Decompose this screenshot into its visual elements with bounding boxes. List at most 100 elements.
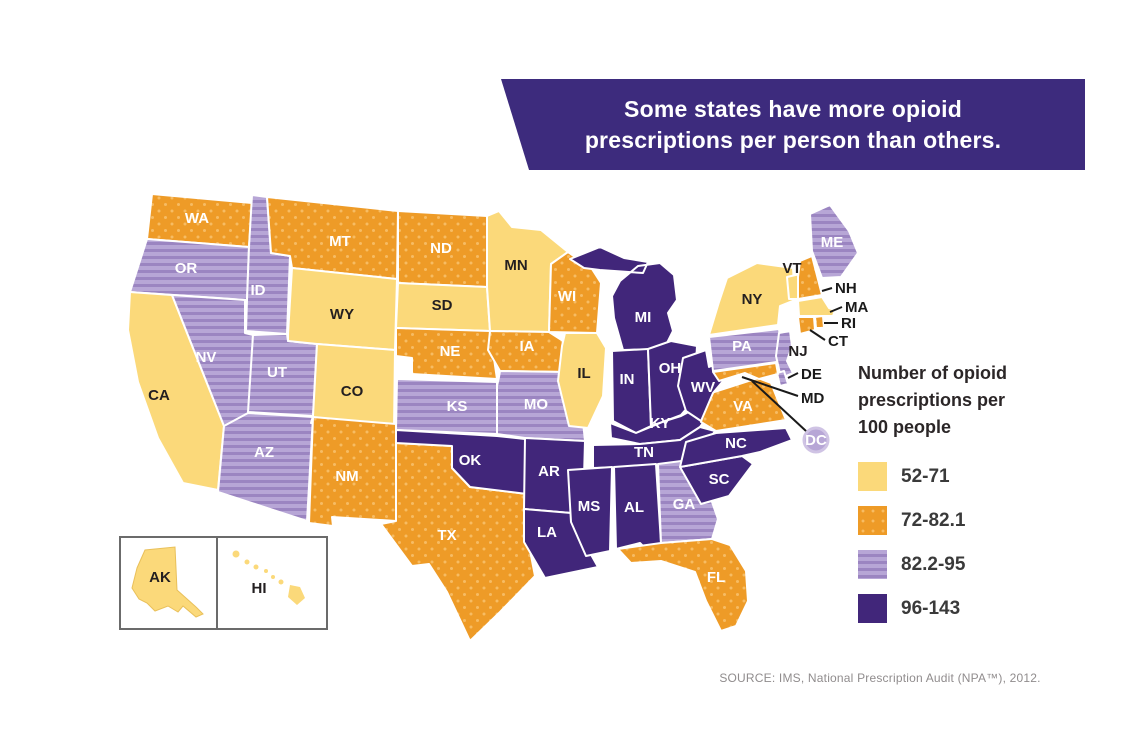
state-label-ok: OK bbox=[459, 452, 482, 469]
state-label-de: DE bbox=[801, 366, 822, 383]
legend-title-line2: prescriptions per bbox=[858, 390, 1006, 410]
state-label-ut: UT bbox=[267, 364, 287, 381]
state-label-nd: ND bbox=[430, 240, 452, 257]
legend-item-82.2-95: 82.2-95 bbox=[858, 550, 1098, 579]
state-nj bbox=[775, 330, 794, 379]
title-banner: Some states have more opioid prescriptio… bbox=[501, 79, 1085, 170]
state-label-md: MD bbox=[801, 390, 824, 407]
state-label-mt: MT bbox=[329, 233, 351, 250]
leader-line-dc bbox=[751, 380, 807, 432]
state-label-ky: KY bbox=[650, 415, 671, 432]
legend-items: 52-71 72-82.1 82.2-95 96-143 bbox=[858, 462, 1098, 623]
state-label-co: CO bbox=[341, 383, 364, 400]
state-label-wa: WA bbox=[185, 210, 209, 227]
inset-box-hi bbox=[216, 536, 328, 630]
state-hi-island bbox=[271, 575, 275, 579]
legend-label-52-71: 52-71 bbox=[901, 465, 950, 487]
map-legend: Number of opioid prescriptions per 100 p… bbox=[858, 360, 1098, 638]
state-label-tx: TX bbox=[437, 527, 456, 544]
state-label-ct: CT bbox=[828, 333, 848, 350]
state-label-mi: MI bbox=[635, 309, 652, 326]
leader-line-de bbox=[787, 372, 799, 379]
state-label-in: IN bbox=[620, 371, 635, 388]
state-label-ny: NY bbox=[742, 291, 763, 308]
state-label-dc: DC bbox=[805, 432, 827, 449]
state-wi bbox=[548, 251, 602, 334]
state-label-ri: RI bbox=[841, 315, 856, 332]
state-label-va: VA bbox=[733, 398, 753, 415]
state-label-wi: WI bbox=[558, 288, 576, 305]
state-ak-shape bbox=[131, 546, 204, 618]
legend-swatch-72-82.1 bbox=[858, 506, 887, 535]
state-label-nc: NC bbox=[725, 435, 747, 452]
state-label-ia: IA bbox=[520, 338, 535, 355]
legend-label-82.2-95: 82.2-95 bbox=[901, 553, 966, 575]
state-label-ms: MS bbox=[578, 498, 601, 515]
inset-boxes-layer bbox=[119, 536, 328, 630]
state-label-sd: SD bbox=[432, 297, 453, 314]
state-il bbox=[557, 332, 607, 429]
state-nh bbox=[797, 255, 823, 300]
state-label-oh: OH bbox=[659, 360, 682, 377]
state-label-ne: NE bbox=[440, 343, 461, 360]
state-label-pa: PA bbox=[732, 338, 752, 355]
banner-title-line1: Some states have more opioid bbox=[624, 95, 962, 122]
state-label-wv: WV bbox=[691, 379, 715, 396]
state-label-id: ID bbox=[251, 282, 266, 299]
state-label-ma: MA bbox=[845, 299, 868, 316]
state-label-nh: NH bbox=[835, 280, 857, 297]
state-az bbox=[217, 412, 314, 522]
state-label-nj: NJ bbox=[788, 343, 807, 360]
state-nc bbox=[679, 427, 793, 468]
leader-line-ma bbox=[829, 306, 843, 313]
state-me bbox=[809, 204, 859, 279]
state-label-me: ME bbox=[821, 234, 844, 251]
state-de bbox=[776, 370, 789, 387]
state-hi-island bbox=[288, 585, 305, 605]
state-ma bbox=[797, 296, 836, 317]
state-hi-island bbox=[253, 564, 259, 570]
legend-item-96-143: 96-143 bbox=[858, 594, 1098, 623]
state-labels-layer: WA OR CA ID NV UT AZ MT WY CO NM TX ND SD NE KS OK MN IA MO… bbox=[148, 210, 868, 597]
leader-line-ct bbox=[809, 329, 826, 341]
state-fl bbox=[617, 538, 749, 632]
state-label-la: LA bbox=[537, 524, 557, 541]
state-label-az: AZ bbox=[254, 444, 274, 461]
state-hi-island bbox=[264, 569, 268, 573]
state-label-mn: MN bbox=[504, 257, 527, 274]
state-label-nm: NM bbox=[335, 468, 358, 485]
leader-lines-layer bbox=[741, 287, 843, 432]
state-label-ca: CA bbox=[148, 387, 170, 404]
state-label-ak: AK bbox=[149, 569, 171, 586]
leader-line-md bbox=[741, 376, 799, 397]
state-hi-island bbox=[244, 559, 250, 565]
states-layer bbox=[127, 193, 859, 642]
state-label-ar: AR bbox=[538, 463, 560, 480]
leader-line-nh bbox=[821, 287, 833, 292]
state-label-mo: MO bbox=[524, 396, 548, 413]
banner-title-line2: prescriptions per person than others. bbox=[584, 126, 1002, 153]
legend-label-96-143: 96-143 bbox=[901, 597, 961, 619]
legend-swatch-52-71 bbox=[858, 462, 887, 491]
state-md bbox=[712, 362, 779, 382]
state-hi-island bbox=[278, 579, 284, 585]
state-label-sc: SC bbox=[709, 471, 730, 488]
state-label-vt: VT bbox=[782, 260, 801, 277]
state-label-al: AL bbox=[624, 499, 644, 516]
legend-item-52-71: 52-71 bbox=[858, 462, 1098, 491]
source-attribution: SOURCE: IMS, National Prescription Audit… bbox=[719, 671, 1041, 685]
legend-title: Number of opioid prescriptions per 100 p… bbox=[858, 360, 1098, 441]
legend-title-line3: 100 people bbox=[858, 417, 952, 437]
state-label-hi: HI bbox=[252, 580, 267, 597]
state-ms bbox=[567, 466, 613, 557]
state-ny bbox=[708, 262, 796, 336]
state-hi-island bbox=[232, 550, 240, 558]
state-label-nv: NV bbox=[196, 349, 217, 366]
state-dc bbox=[802, 426, 830, 454]
state-label-tn: TN bbox=[634, 444, 654, 461]
state-label-ga: GA bbox=[673, 496, 696, 513]
state-label-wy: WY bbox=[330, 306, 354, 323]
state-mi bbox=[569, 246, 678, 351]
